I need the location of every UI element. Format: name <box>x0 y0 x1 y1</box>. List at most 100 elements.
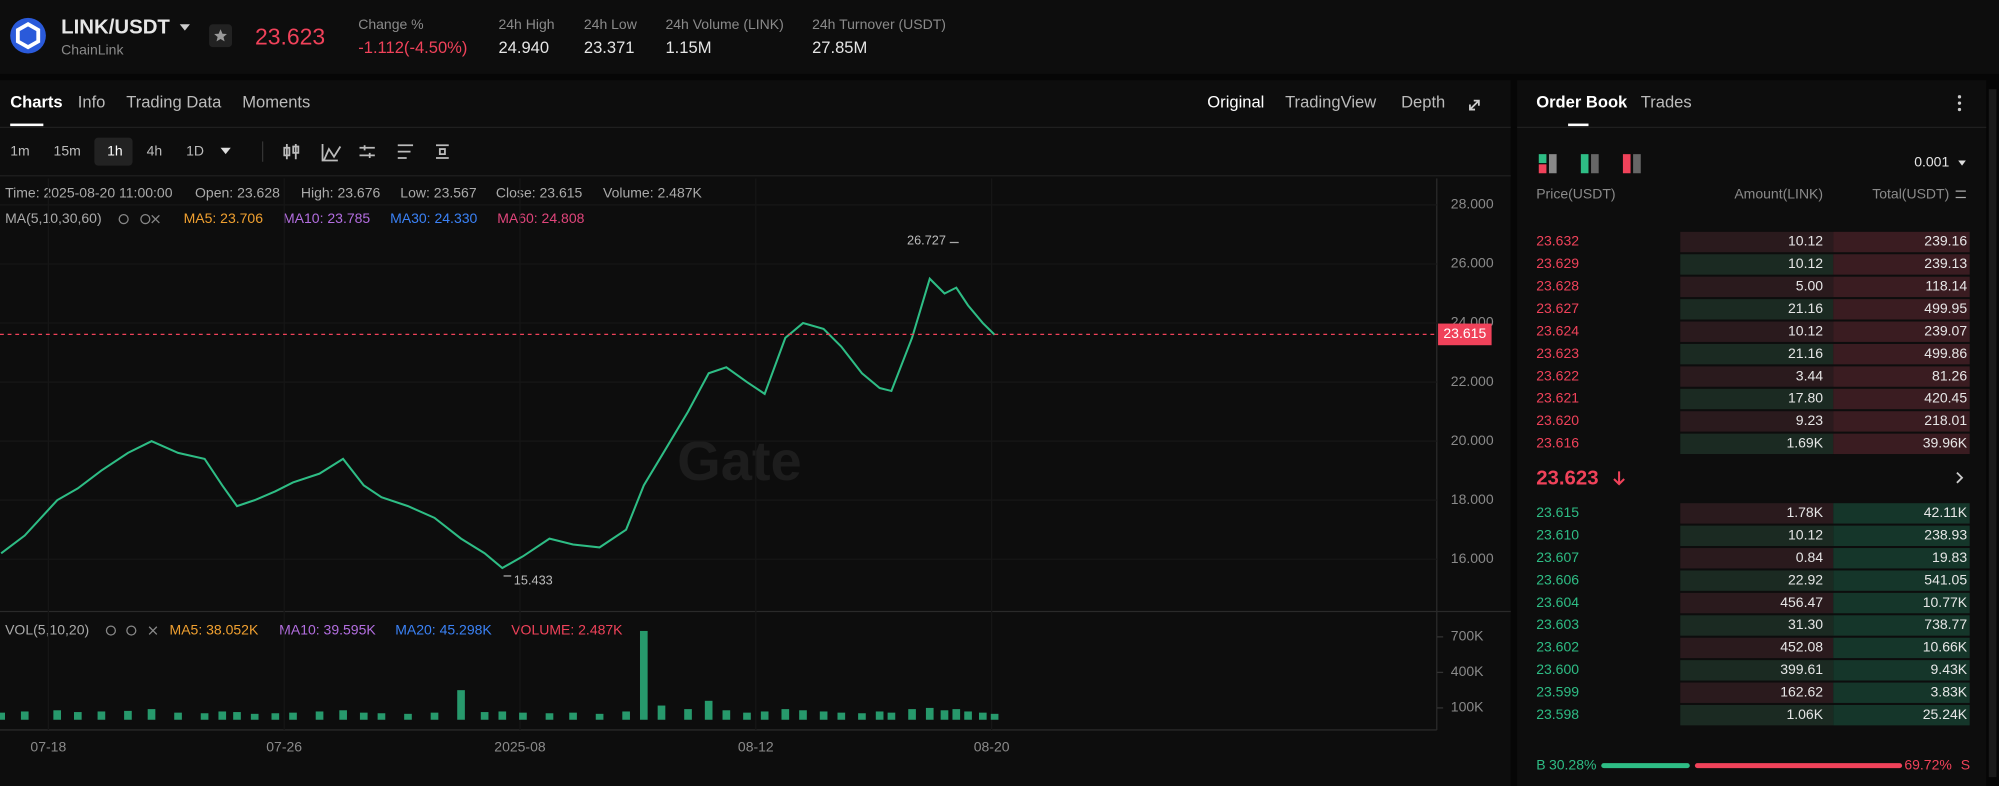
mode-icon[interactable] <box>1580 154 1589 174</box>
mode-icon[interactable] <box>1548 154 1557 174</box>
volume-bar <box>404 713 412 720</box>
view-tab[interactable]: Original <box>1207 93 1264 112</box>
close-icon[interactable] <box>151 214 160 224</box>
candle-icon[interactable] <box>283 143 300 160</box>
tab[interactable]: Trading Data <box>126 93 222 112</box>
current-price-label: 23.615 <box>1443 325 1486 341</box>
tab[interactable]: Order Book <box>1536 93 1628 112</box>
buy-ratio-bar <box>1601 763 1690 769</box>
pair-caret[interactable] <box>179 24 190 31</box>
interval[interactable]: 1D <box>186 142 204 158</box>
x-tick-label: 08-20 <box>974 738 1010 754</box>
precision-caret[interactable] <box>1958 160 1966 166</box>
eye-icon[interactable] <box>105 625 117 636</box>
stat-label: 24h High <box>498 16 554 32</box>
candle-info: Low: 23.567 <box>400 184 477 200</box>
x-tick-label: 07-18 <box>30 738 66 754</box>
column-toggle[interactable] <box>1955 190 1966 199</box>
layout-icon[interactable] <box>436 144 449 159</box>
tab[interactable]: Trades <box>1641 93 1692 112</box>
interval[interactable]: 1m <box>10 142 29 158</box>
row-depth <box>1680 411 1834 432</box>
stat-value: -1.112(-4.50%) <box>358 38 467 57</box>
interval[interactable]: 1h <box>107 142 123 158</box>
volume-bar <box>289 712 297 720</box>
mode-icon[interactable] <box>1538 154 1547 164</box>
settings-icon[interactable] <box>359 145 375 158</box>
volume-bar <box>908 709 916 720</box>
mode-icon[interactable] <box>1591 154 1599 174</box>
order-amount: 10.12 <box>1788 255 1823 271</box>
volume-bar <box>595 713 604 720</box>
volume-bar <box>53 710 62 720</box>
kebab-menu[interactable] <box>1957 95 1962 112</box>
ma-legend-item: MA5: 23.706 <box>184 210 264 226</box>
current-price-tag <box>1438 323 1492 346</box>
gear-icon[interactable] <box>126 625 137 636</box>
volume-bar <box>978 712 987 720</box>
view-tab[interactable]: TradingView <box>1285 93 1376 112</box>
expand-icon[interactable] <box>1469 99 1480 111</box>
row-depth <box>1833 299 1970 320</box>
column-header: Amount(LINK) <box>1734 186 1823 202</box>
row-depth <box>1680 321 1834 342</box>
toolbar-icons[interactable] <box>283 143 449 162</box>
volume-bar <box>174 712 182 720</box>
order-price: 23.632 <box>1536 233 1579 249</box>
row-depth <box>1833 321 1970 342</box>
row-depth <box>1680 366 1834 387</box>
tab-underline <box>1568 123 1589 127</box>
scrollbar <box>1988 89 1997 778</box>
candle-info: Close: 23.615 <box>496 184 583 200</box>
eye-icon[interactable] <box>118 214 129 225</box>
mode-icon[interactable] <box>1633 154 1641 174</box>
buy-label: B <box>1536 756 1545 772</box>
order-total: 39.96K <box>1923 435 1968 451</box>
order-price: 23.615 <box>1536 504 1579 520</box>
volume-bar <box>233 712 241 720</box>
order-amount: 10.12 <box>1788 527 1823 543</box>
gear-icon[interactable] <box>140 214 151 225</box>
view-tab[interactable]: Depth <box>1401 93 1445 112</box>
stat-label: 24h Low <box>584 16 638 32</box>
volume-bar <box>639 630 648 720</box>
interval-caret[interactable] <box>220 147 231 155</box>
stat-value: 27.85M <box>812 38 867 57</box>
tab[interactable]: Info <box>78 93 106 112</box>
tab[interactable]: Charts <box>10 93 62 112</box>
close-icon[interactable] <box>148 626 158 635</box>
order-price: 23.606 <box>1536 571 1579 587</box>
draw-icon[interactable] <box>397 144 414 159</box>
stat-label: 24h Turnover (USDT) <box>812 16 946 32</box>
row-depth <box>1833 388 1970 410</box>
order-amount: 10.12 <box>1788 322 1823 338</box>
volume-bar <box>819 711 828 720</box>
volume-bar <box>20 711 29 720</box>
volume-bar <box>684 709 692 720</box>
row-depth <box>1680 592 1834 614</box>
mode-icon[interactable] <box>1622 154 1631 174</box>
y-tick-label: 16.000 <box>1451 550 1494 566</box>
pair-title[interactable]: LINK/USDT <box>61 16 170 38</box>
stat-value: 24.940 <box>498 38 549 57</box>
chevron[interactable] <box>1956 471 1964 484</box>
interval[interactable]: 4h <box>147 142 163 158</box>
stat-label: 24h Volume (LINK) <box>665 16 783 32</box>
indicator-icon[interactable] <box>321 143 342 162</box>
volume-bar <box>952 709 961 720</box>
mode-icon[interactable] <box>1538 164 1547 174</box>
order-total: 239.07 <box>1924 322 1967 338</box>
ma-legend-item: MA30: 24.330 <box>390 210 477 226</box>
precision[interactable]: 0.001 <box>1914 154 1949 170</box>
depth-mode-icons[interactable] <box>1538 154 1641 174</box>
order-amount: 5.00 <box>1796 278 1823 294</box>
row-depth <box>1833 503 1970 524</box>
sell-ratio: 69.72% <box>1904 756 1952 772</box>
interval[interactable]: 15m <box>54 142 81 158</box>
coin-logo-mark <box>15 22 41 50</box>
order-price: 23.602 <box>1536 639 1579 655</box>
order-total: 218.01 <box>1924 412 1967 428</box>
tab[interactable]: Moments <box>242 93 310 112</box>
y-tick-label: 26.000 <box>1451 255 1494 271</box>
